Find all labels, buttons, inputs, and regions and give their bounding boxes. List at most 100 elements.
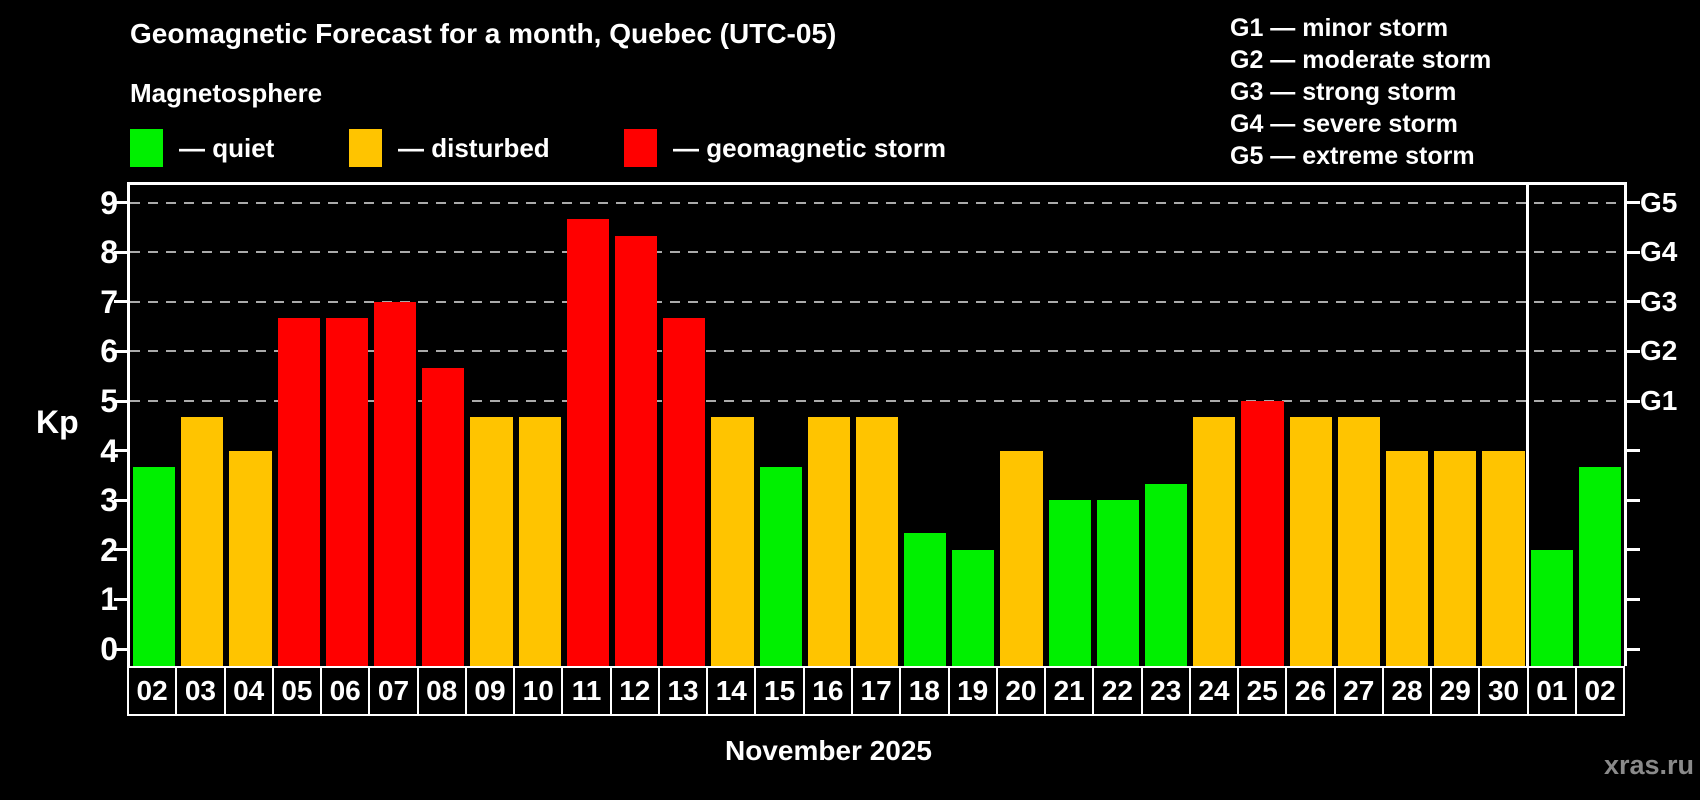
right-axis-tick-7 <box>1627 300 1640 304</box>
left-axis-tick-6 <box>114 349 127 353</box>
right-axis-label-g5: G5 <box>1640 186 1678 218</box>
kp-bar-day-23 <box>1145 483 1188 666</box>
g3-legend-line: G3 — strong storm <box>1230 78 1457 106</box>
y-tick-label-4: 4 <box>100 432 118 469</box>
kp-bar-day-28 <box>1386 450 1429 666</box>
gridline-kp8 <box>130 251 1624 254</box>
y-tick-label-1: 1 <box>100 581 118 618</box>
quiet-color-swatch <box>130 129 163 167</box>
g-scale-legend: G1 — minor storm G2 — moderate storm G3 … <box>1230 12 1491 172</box>
y-tick-label-0: 0 <box>100 631 118 667</box>
month-label: November 2025 <box>724 735 932 766</box>
chart-subtitle: Magnetosphere <box>130 78 323 108</box>
right-axis-tick-6 <box>1627 349 1640 353</box>
storm-color-swatch <box>624 129 657 167</box>
day-label-11: 11 <box>563 668 612 714</box>
kp-bar-day-15 <box>759 466 802 666</box>
kp-bar-day-06 <box>325 318 368 666</box>
kp-bar-day-09 <box>470 417 513 666</box>
kp-bar-day-25 <box>1241 401 1284 666</box>
left-axis-tick-0 <box>114 647 127 651</box>
day-label-19: 19 <box>950 668 998 714</box>
g1-legend-line: G1 — minor storm <box>1230 14 1449 42</box>
day-label-04: 04 <box>226 668 274 714</box>
left-axis-tick-3 <box>114 498 127 502</box>
kp-bar-day-20 <box>1000 450 1043 666</box>
right-axis-tick-1 <box>1627 597 1640 601</box>
kp-bar-day-11 <box>566 218 609 666</box>
kp-bar-day-18 <box>904 533 947 666</box>
day-label-25: 25 <box>1239 668 1288 714</box>
day-label-20: 20 <box>998 668 1047 714</box>
day-label-13: 13 <box>660 668 709 714</box>
kp-bar-day-12 <box>614 235 658 666</box>
left-axis-tick-7 <box>114 300 127 304</box>
kp-bar-day-02 <box>133 466 176 666</box>
gridline-kp7 <box>130 300 1624 303</box>
right-axis-label-g3: G3 <box>1640 285 1678 317</box>
day-label-29: 29 <box>1432 668 1481 714</box>
right-axis-label-g2: G2 <box>1640 335 1678 367</box>
kp-bar-day-14 <box>711 417 754 666</box>
day-label-03: 03 <box>177 668 226 714</box>
g5-legend-line: G5 — extreme storm <box>1230 142 1475 170</box>
kp-bar-day-05 <box>277 318 320 666</box>
kp-bar-day-02 <box>1578 466 1621 666</box>
kp-bar-day-16 <box>807 417 850 666</box>
y-axis-title: Kp <box>36 404 79 440</box>
y-tick-label-7: 7 <box>100 283 118 320</box>
day-label-01: 01 <box>1529 668 1577 714</box>
right-axis-label-g1: G1 <box>1640 385 1678 416</box>
day-label-18: 18 <box>901 668 950 714</box>
gridline-kp9 <box>130 201 1624 204</box>
y-tick-label-5: 5 <box>100 383 118 419</box>
day-label-09: 09 <box>467 668 516 714</box>
day-label-02: 02 <box>1584 675 1616 706</box>
left-axis-tick-4 <box>114 449 127 453</box>
kp-bar-day-03 <box>181 417 224 666</box>
right-axis-tick-2 <box>1627 548 1640 552</box>
kp-bar-day-04 <box>229 450 272 666</box>
plot-area <box>114 182 1640 666</box>
month-boundary-line <box>1526 185 1530 666</box>
day-label-22: 22 <box>1094 668 1143 714</box>
chart-title: Geomagnetic Forecast for a month, Quebec… <box>130 18 837 49</box>
day-label-06: 06 <box>322 668 371 714</box>
y-tick-label-3: 3 <box>100 482 118 519</box>
day-label-12: 12 <box>612 668 660 714</box>
day-label-16: 16 <box>805 668 853 714</box>
right-axis-label-g4: G4 <box>1640 236 1678 268</box>
right-axis-tick-4 <box>1627 449 1640 453</box>
kp-bar-day-17 <box>855 417 899 666</box>
y-tick-label-6: 6 <box>100 333 118 370</box>
y-tick-label-2: 2 <box>100 531 118 568</box>
g4-legend-line: G4 — severe storm <box>1230 110 1458 138</box>
kp-bar-day-19 <box>952 549 995 666</box>
day-label-02: 02 <box>129 668 178 714</box>
day-label-14: 14 <box>708 668 757 714</box>
left-axis-tick-2 <box>114 548 127 552</box>
g2-legend-line: G2 — moderate storm <box>1230 46 1492 74</box>
right-axis-tick-8 <box>1627 250 1640 254</box>
kp-bar-day-27 <box>1337 417 1381 666</box>
kp-bar-day-08 <box>422 367 465 666</box>
kp-bar-day-07 <box>373 301 417 666</box>
legend-storm-label: — geomagnetic storm <box>673 132 947 163</box>
day-label-28: 28 <box>1384 668 1433 714</box>
kp-bar-day-30 <box>1482 450 1525 666</box>
day-label-08: 08 <box>419 668 467 714</box>
gridline-kp6 <box>130 350 1624 353</box>
day-label-26: 26 <box>1287 668 1336 714</box>
right-axis-tick-0 <box>1627 647 1640 651</box>
kp-bar-day-26 <box>1289 417 1332 666</box>
right-axis-tick-5 <box>1627 399 1640 403</box>
left-axis-tick-9 <box>114 201 127 205</box>
legend-quiet-label: — quiet <box>179 132 275 163</box>
left-axis-tick-1 <box>114 597 127 601</box>
gridline-kp5 <box>130 400 1624 402</box>
kp-bar-day-13 <box>663 318 706 666</box>
kp-bar-day-01 <box>1530 549 1573 666</box>
kp-bar-day-10 <box>518 417 561 666</box>
y-tick-label-8: 8 <box>100 234 118 271</box>
y-tick-label-9: 9 <box>100 184 118 221</box>
